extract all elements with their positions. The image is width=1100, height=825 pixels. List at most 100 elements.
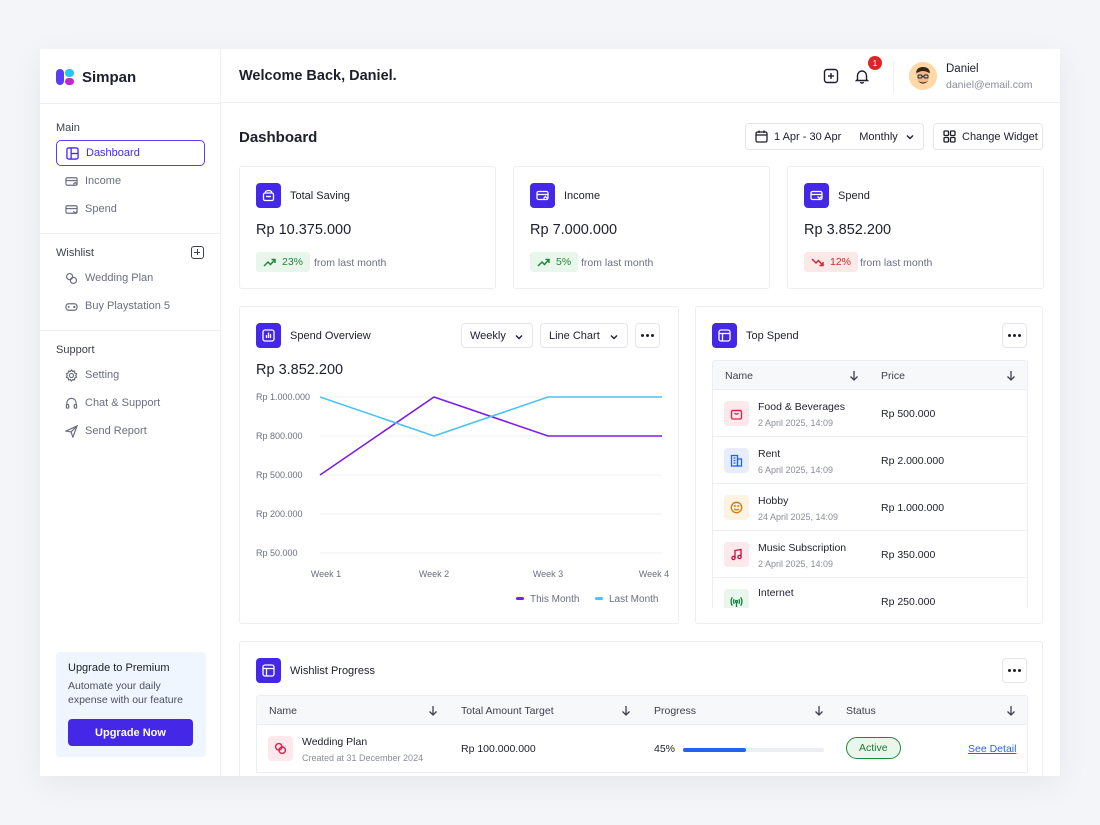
- row-date: 6 April 2025, 14:09: [758, 465, 834, 475]
- sidebar-item-setting[interactable]: Setting: [56, 362, 205, 388]
- add-icon[interactable]: [823, 68, 839, 84]
- row-name: Internet: [758, 587, 794, 599]
- table-row[interactable]: Food & Beverages 2 April 2025, 14:09 Rp …: [712, 390, 1028, 437]
- add-wishlist-icon[interactable]: [191, 246, 204, 259]
- avatar[interactable]: [909, 62, 937, 90]
- sidebar-item-label: Chat & Support: [85, 397, 161, 409]
- sidebar-item-dashboard[interactable]: Dashboard: [56, 140, 205, 166]
- sidebar-item-spend[interactable]: Spend: [56, 196, 205, 222]
- y-tick-label: Rp 500.000: [256, 470, 303, 480]
- range-select[interactable]: Weekly: [461, 323, 533, 348]
- table-icon: [256, 658, 281, 683]
- period-select[interactable]: Monthly: [859, 131, 921, 143]
- table-row[interactable]: Rent 6 April 2025, 14:09 Rp 2.000.000: [712, 437, 1028, 484]
- dashboard-icon: [66, 146, 79, 160]
- table-row[interactable]: Wedding Plan Created at 31 December 2024…: [256, 725, 1028, 773]
- app-logo[interactable]: Simpan: [56, 67, 136, 87]
- income-icon: [65, 176, 78, 186]
- stat-card-total-saving: Total Saving Rp 10.375.000 23% from last…: [239, 166, 496, 289]
- sidebar-item-label: Income: [85, 175, 122, 187]
- panel-title: Spend Overview: [290, 330, 371, 342]
- bar-chart-icon: [256, 323, 281, 348]
- change-badge: 23%: [256, 252, 311, 272]
- sidebar-item-send-report[interactable]: Send Report: [56, 418, 205, 444]
- headset-icon: [65, 397, 78, 409]
- progress-bar: [683, 748, 824, 752]
- chart-type-select[interactable]: Line Chart: [540, 323, 628, 348]
- column-header-name[interactable]: Name: [725, 370, 754, 382]
- y-tick-label: Rp 200.000: [256, 509, 303, 519]
- sort-arrow-icon[interactable]: [814, 705, 824, 716]
- trend-up-icon: [537, 258, 550, 267]
- progress-bar-fill: [683, 748, 747, 752]
- row-name: Food & Beverages: [758, 401, 845, 413]
- chevron-down-icon: [515, 335, 523, 340]
- send-icon: [65, 424, 78, 438]
- sort-arrow-icon[interactable]: [1006, 370, 1016, 381]
- welcome-message: Welcome Back, Daniel.: [239, 68, 397, 84]
- stat-subtext: from last month: [581, 257, 654, 269]
- sort-arrow-icon[interactable]: [849, 370, 859, 381]
- sidebar-item-chat-support[interactable]: Chat & Support: [56, 390, 205, 416]
- rings-icon: [65, 272, 78, 284]
- music-icon: [724, 542, 749, 567]
- spend-card-icon: [804, 183, 829, 208]
- sidebar-item-buy-playstation[interactable]: Buy Playstation 5: [56, 293, 205, 319]
- progress-percent: 45%: [654, 743, 676, 755]
- wishlist-progress-panel: Wishlist Progress Name Total Amount Targ…: [239, 641, 1043, 776]
- upgrade-title: Upgrade to Premium: [68, 662, 170, 674]
- stat-value: Rp 10.375.000: [256, 222, 352, 238]
- column-header-status[interactable]: Status: [846, 705, 876, 717]
- sidebar-item-wedding-plan[interactable]: Wedding Plan: [56, 265, 205, 291]
- x-tick-label: Week 3: [533, 569, 563, 579]
- wallet-icon: [256, 183, 281, 208]
- panel-title: Top Spend: [746, 330, 799, 342]
- sidebar-item-label: Spend: [85, 203, 117, 215]
- table-row[interactable]: Music Subscription 2 April 2025, 14:09 R…: [712, 531, 1028, 578]
- table-icon: [712, 323, 737, 348]
- sidebar-item-income[interactable]: Income: [56, 168, 205, 194]
- change-percent: 12%: [830, 256, 852, 268]
- row-price: Rp 500.000: [881, 408, 936, 420]
- more-options-button[interactable]: [1002, 658, 1027, 683]
- notification-badge: 1: [868, 56, 882, 70]
- divider: [40, 330, 221, 331]
- y-tick-label: Rp 800.000: [256, 431, 303, 441]
- more-options-button[interactable]: [1002, 323, 1027, 348]
- income-card-icon: [530, 183, 555, 208]
- column-header-price[interactable]: Price: [881, 370, 905, 382]
- date-range-picker[interactable]: 1 Apr - 30 Apr Monthly: [745, 123, 924, 150]
- sort-arrow-icon[interactable]: [1006, 705, 1016, 716]
- series-line-last-month: [319, 396, 662, 437]
- column-header-target[interactable]: Total Amount Target: [461, 705, 554, 717]
- table-header: Name Price: [712, 360, 1028, 390]
- spend-line-chart: Rp 1.000.000 Rp 800.000 Rp 500.000 Rp 200.0…: [256, 392, 669, 605]
- panel-title: Wishlist Progress: [290, 665, 375, 677]
- stat-label: Spend: [838, 190, 870, 202]
- see-detail-link[interactable]: See Detail: [968, 743, 1017, 755]
- sort-arrow-icon[interactable]: [428, 705, 438, 716]
- y-tick-label: Rp 50.000: [256, 548, 298, 558]
- avatar-face-icon: [909, 62, 937, 90]
- column-header-progress[interactable]: Progress: [654, 705, 697, 717]
- sort-arrow-icon[interactable]: [621, 705, 631, 716]
- sidebar-item-label: Send Report: [85, 425, 147, 437]
- x-tick-label: Week 4: [639, 569, 669, 579]
- column-header-name[interactable]: Name: [269, 705, 298, 717]
- table-row[interactable]: Hobby 24 April 2025, 14:09 Rp 1.000.000: [712, 484, 1028, 531]
- change-badge: 12%: [804, 252, 859, 272]
- bell-icon[interactable]: [854, 68, 870, 84]
- stat-value: Rp 3.852.200: [804, 222, 892, 238]
- upgrade-card: Upgrade to Premium Automate your daily e…: [56, 652, 206, 757]
- top-spend-table: Name Price Food & Beverages 2 April 2025…: [712, 360, 1028, 608]
- change-widget-button[interactable]: Change Widget: [933, 123, 1043, 150]
- upgrade-now-button[interactable]: Upgrade Now: [68, 719, 193, 746]
- change-widget-label: Change Widget: [962, 130, 1038, 143]
- row-name: Hobby: [758, 495, 789, 507]
- section-heading-support: Support: [56, 344, 95, 356]
- legend-label: This Month: [530, 594, 579, 605]
- row-target: Rp 100.000.000: [461, 743, 536, 755]
- table-row[interactable]: Internet Rp 250.000: [712, 578, 1028, 608]
- more-options-button[interactable]: [635, 323, 660, 348]
- range-select-value: Weekly: [470, 329, 506, 342]
